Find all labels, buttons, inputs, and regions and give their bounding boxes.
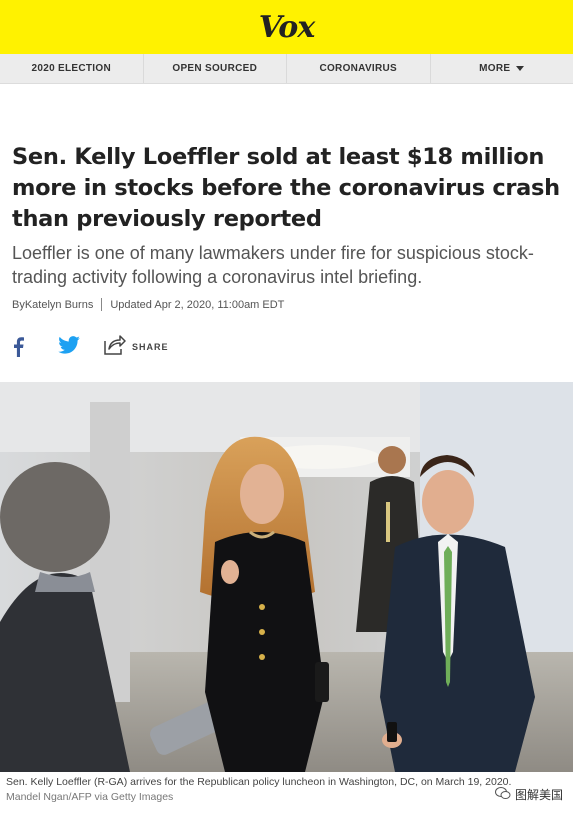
updated-timestamp: Updated Apr 2, 2020, 11:00am EDT: [110, 298, 285, 311]
author-link[interactable]: Katelyn Burns: [24, 298, 94, 311]
chevron-down-icon: [516, 66, 525, 71]
watermark-text: 图解美国: [514, 788, 563, 802]
share-button[interactable]: SHARE: [104, 334, 169, 360]
photo-caption: Sen. Kelly Loeffler (R-GA) arrives for t…: [0, 775, 573, 805]
wechat-icon: [494, 786, 511, 803]
article: Sen. Kelly Loeffler sold at least $18 mi…: [0, 84, 573, 359]
byline-prefix: By: [12, 298, 25, 311]
twitter-icon[interactable]: [58, 335, 82, 359]
nav-item-2020-election[interactable]: 2020 ELECTION: [0, 54, 144, 83]
section-nav: 2020 ELECTION OPEN SOURCED CORONAVIRUS M…: [0, 54, 573, 84]
site-header: Vox: [0, 0, 573, 54]
lead-photo-illustration: [0, 382, 573, 772]
social-share-bar: SHARE: [12, 334, 561, 360]
caption-text: Sen. Kelly Loeffler (R-GA) arrives for t…: [6, 776, 512, 788]
facebook-icon[interactable]: [12, 337, 32, 357]
nav-item-more[interactable]: MORE: [431, 54, 573, 83]
photo-credit: Mandel Ngan/AFP via Getty Images: [6, 791, 174, 803]
share-label: SHARE: [132, 342, 169, 352]
byline-divider: [101, 298, 103, 311]
nav-item-open-sourced[interactable]: OPEN SOURCED: [144, 54, 287, 83]
nav-item-coronavirus[interactable]: CORONAVIRUS: [287, 54, 431, 83]
share-icon: [104, 334, 126, 360]
lead-photo: [0, 382, 573, 772]
article-dek: Loeffler is one of many lawmakers under …: [12, 243, 534, 287]
byline: By Katelyn Burns Updated Apr 2, 2020, 11…: [12, 298, 561, 311]
watermark: 图解美国: [494, 786, 563, 803]
nav-more-label: MORE: [479, 63, 511, 74]
article-headline: Sen. Kelly Loeffler sold at least $18 mi…: [12, 144, 560, 232]
vox-logo[interactable]: Vox: [258, 9, 315, 45]
